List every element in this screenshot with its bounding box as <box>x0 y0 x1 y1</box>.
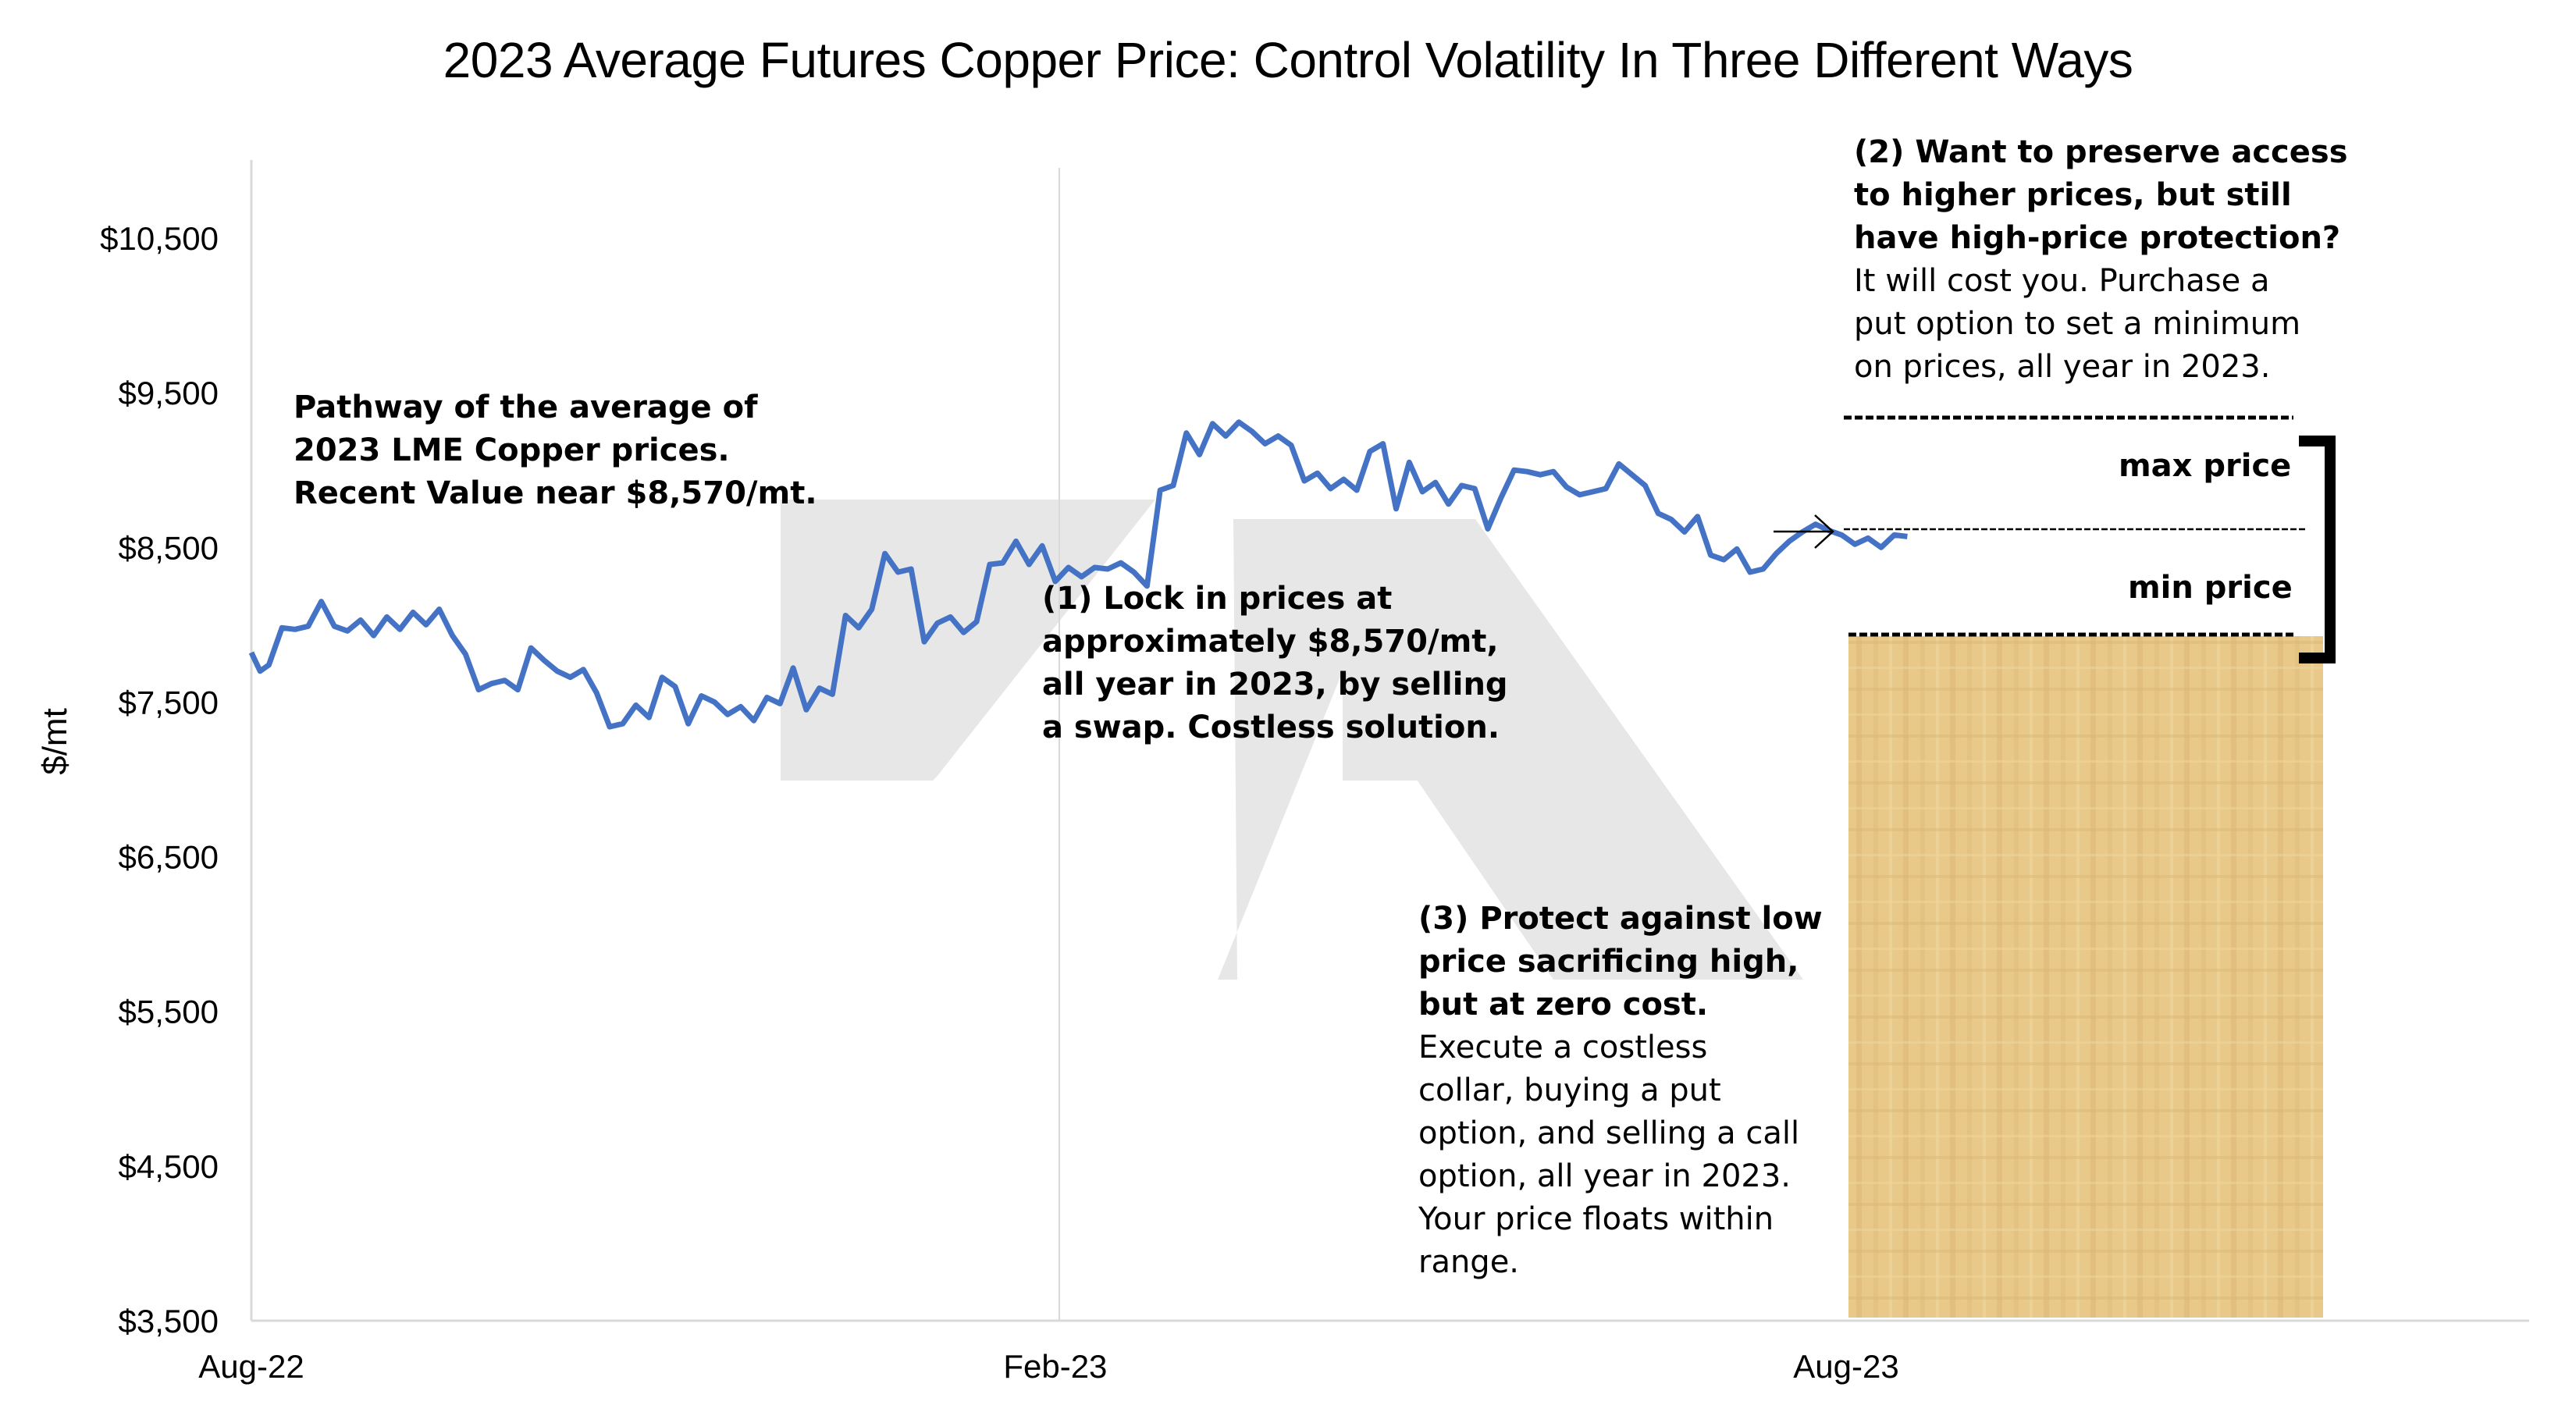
protect-line: option, all year in 2023. <box>1418 1158 1791 1194</box>
preserve-line: put option to set a minimum <box>1854 306 2301 342</box>
x-tick-label: Aug-22 <box>198 1348 304 1385</box>
annotation-preserve-access: (2) Want to preserve access to higher pr… <box>1854 131 2348 389</box>
preserve-line: to higher prices, but still <box>1854 177 2292 213</box>
y-tick-labels: $3,500 $4,500 $5,500 $6,500 $7,500 $8,500 $9,5… <box>100 220 219 1339</box>
protect-line: Execute a costless <box>1418 1030 1708 1065</box>
lock-line: a swap. Costless solution. <box>1042 710 1500 745</box>
range-bracket <box>2299 436 2336 663</box>
protect-line: collar, buying a put <box>1418 1072 1721 1108</box>
protect-line: (3) Protect against low <box>1418 901 1823 937</box>
preserve-line: on prices, all year in 2023. <box>1854 349 2271 385</box>
series-layer <box>248 419 1908 730</box>
preserve-line: It will cost you. Purchase a <box>1854 263 2270 299</box>
y-tick-label: $4,500 <box>119 1148 219 1185</box>
y-tick-label: $10,500 <box>100 220 219 257</box>
lock-line: all year in 2023, by selling <box>1042 667 1508 702</box>
y-tick-label: $3,500 <box>119 1303 219 1339</box>
pointer-arrow <box>1774 514 1834 549</box>
protect-line: but at zero cost. <box>1418 987 1709 1023</box>
y-axis-label: $/mt <box>36 708 74 775</box>
pathway-line: Recent Value near $8,570/mt. <box>294 475 817 511</box>
x-tick-label: Feb-23 <box>1003 1348 1107 1385</box>
lock-line: approximately $8,570/mt, <box>1042 624 1499 660</box>
preserve-line: (2) Want to preserve access <box>1854 134 2348 170</box>
y-tick-label: $5,500 <box>119 994 219 1030</box>
annotation-pathway: Pathway of the average of 2023 LME Coppe… <box>294 386 817 515</box>
preserve-line: have high-price protection? <box>1854 220 2341 256</box>
y-tick-label: $8,500 <box>119 529 219 566</box>
chart-title: 2023 Average Futures Copper Price: Contr… <box>443 32 2133 88</box>
max-price-label: max price <box>2119 448 2292 484</box>
annotation-lock-prices: (1) Lock in prices at approximately $8,5… <box>1042 578 1508 749</box>
y-tick-label: $9,500 <box>119 375 219 411</box>
annotation-protect-low-price: (3) Protect against low price sacrificin… <box>1418 898 1823 1284</box>
protect-line: range. <box>1418 1244 1520 1280</box>
min-price-label: min price <box>2128 570 2293 606</box>
pathway-line: 2023 LME Copper prices. <box>294 432 730 468</box>
papyrus-band <box>1848 636 2323 1318</box>
y-tick-label: $7,500 <box>119 684 219 720</box>
protect-line: option, and selling a call <box>1418 1115 1800 1151</box>
protect-line: Your price floats within <box>1418 1201 1774 1237</box>
copper-price-series-line <box>248 419 1908 730</box>
watermark-logo <box>781 500 1803 980</box>
y-tick-label: $6,500 <box>119 839 219 876</box>
lock-line: (1) Lock in prices at <box>1042 581 1393 617</box>
x-tick-label: Aug-23 <box>1793 1348 1898 1385</box>
pathway-line: Pathway of the average of <box>294 389 758 425</box>
protect-line: price sacrificing high, <box>1418 944 1799 980</box>
x-tick-labels: Aug-22 Feb-23 Aug-23 <box>198 1348 1898 1385</box>
